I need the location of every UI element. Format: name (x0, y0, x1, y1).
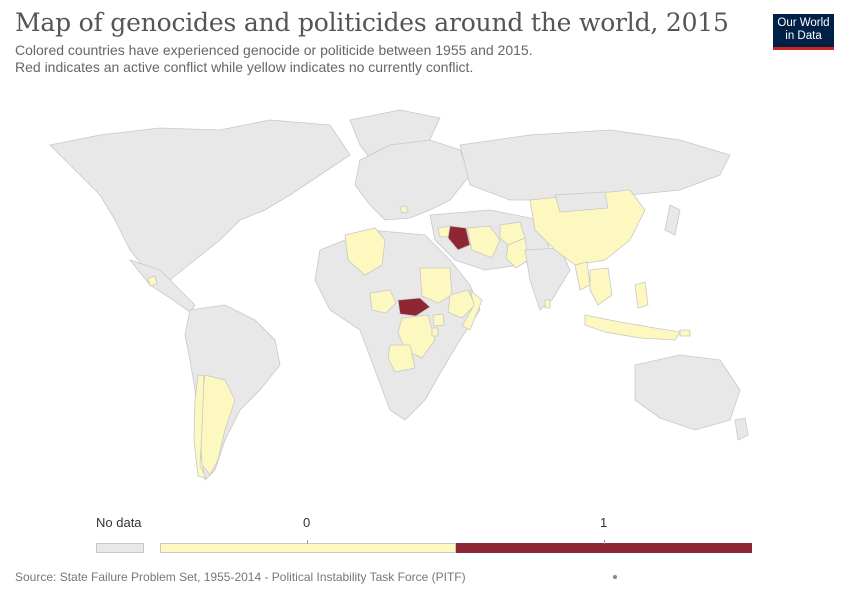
country-iran[interactable] (466, 225, 501, 259)
country-angola[interactable] (387, 344, 416, 373)
country-east-timor[interactable] (679, 329, 691, 337)
country-iraq[interactable] (447, 225, 471, 251)
world-map[interactable] (30, 100, 790, 500)
dot-icon (613, 575, 617, 579)
legend-tick-0 (307, 540, 308, 544)
country-guatemala[interactable] (147, 275, 158, 287)
country-indonesia[interactable] (584, 314, 681, 341)
country-central-america[interactable] (128, 259, 196, 313)
country-myanmar[interactable] (574, 261, 591, 291)
legend-tick-1 (604, 540, 605, 544)
country-russia[interactable] (459, 129, 731, 201)
country-chile[interactable] (193, 374, 207, 479)
country-nigeria[interactable] (369, 289, 397, 314)
country-pakistan[interactable] (505, 237, 529, 269)
legend-one-swatch (456, 543, 752, 553)
country-bosnia[interactable] (399, 205, 409, 214)
subtitle-line-1: Colored countries have experienced genoc… (15, 42, 533, 58)
country-somalia[interactable] (461, 288, 483, 331)
logo-line-2: in Data (785, 30, 822, 42)
legend-no-data-label: No data (96, 515, 142, 530)
subtitle-line-2: Red indicates an active conflict while y… (15, 59, 474, 75)
legend-label-1: 1 (600, 515, 608, 530)
country-sri-lanka[interactable] (544, 299, 551, 309)
logo-line-1: Our World (777, 17, 830, 29)
country-car[interactable] (397, 297, 431, 317)
country-japan[interactable] (664, 204, 681, 236)
owid-logo[interactable]: Our World in Data (773, 14, 834, 50)
country-philippines[interactable] (634, 281, 649, 309)
country-indochina[interactable] (589, 267, 613, 306)
country-ethiopia[interactable] (447, 289, 476, 319)
country-sudan[interactable] (419, 267, 453, 304)
country-new-zealand[interactable] (734, 417, 749, 441)
page-title: Map of genocides and politicides around … (15, 8, 729, 37)
country-algeria[interactable] (344, 227, 386, 276)
logo-accent-bar (773, 47, 834, 50)
source-note[interactable]: Source: State Failure Problem Set, 1955-… (15, 570, 466, 584)
country-mongolia[interactable] (554, 191, 609, 213)
legend-label-0: 0 (303, 515, 311, 530)
legend-no-data-swatch (96, 543, 144, 553)
country-uganda[interactable] (432, 313, 445, 327)
country-europe[interactable] (354, 139, 471, 221)
country-north-america[interactable] (49, 119, 351, 281)
legend-zero-swatch (160, 543, 456, 553)
country-australia[interactable] (634, 354, 741, 431)
country-rwanda-burundi[interactable] (431, 327, 439, 337)
